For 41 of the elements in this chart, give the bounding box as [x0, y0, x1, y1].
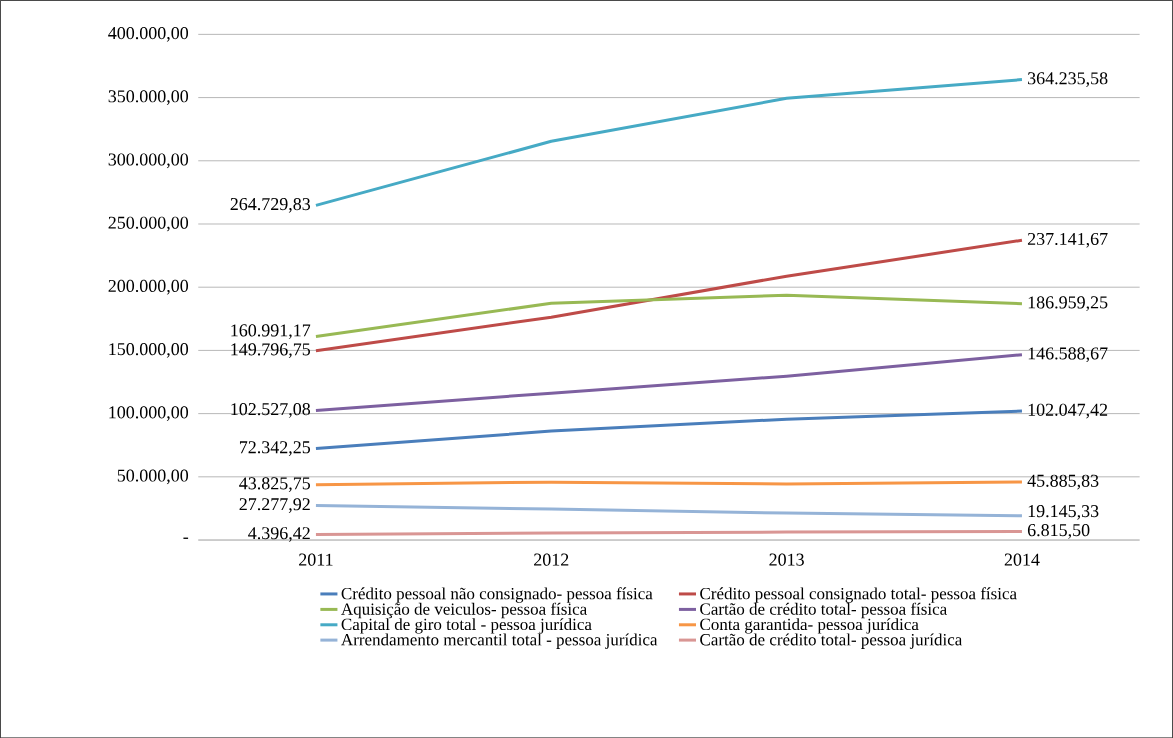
- x-tick-label: 2011: [299, 553, 333, 566]
- data-label: 19.145,33: [1028, 504, 1099, 520]
- data-label: 43.825,75: [239, 477, 311, 492]
- data-label: 4.396,42: [248, 527, 310, 542]
- x-tick-label: 2013: [769, 553, 804, 566]
- y-tick-label: 300.000,00: [108, 153, 189, 169]
- data-label: 160.991,17: [231, 324, 311, 339]
- legend-label: Crédito pessoal não consignado- pessoa física: [341, 587, 653, 603]
- data-label: 364.235,58: [1028, 72, 1108, 87]
- data-label: 6.815,50: [1027, 523, 1090, 539]
- y-tick-label: 350.000,00: [108, 90, 189, 105]
- line-series: [314, 409, 1024, 450]
- y-tick-label: -: [183, 537, 189, 539]
- x-tick-label: 2012: [534, 553, 569, 566]
- legend-label: Cartão de crédito total- pessoa jurídica: [700, 633, 963, 649]
- data-label: 102.527,08: [231, 402, 311, 418]
- data-label: 45.885,83: [1027, 474, 1099, 490]
- line-series: [314, 503, 1024, 518]
- data-label: 102.047,42: [1028, 403, 1108, 419]
- legend-label: Crédito pessoal consignado total- pessoa física: [700, 587, 1017, 603]
- line-series: [314, 238, 1024, 353]
- legend-label: Arrendamento mercantil total - pessoa jurídica: [341, 633, 658, 649]
- line-series: [314, 293, 1024, 338]
- data-label: 146.588,67: [1028, 347, 1108, 362]
- data-label: 264.729,83: [230, 197, 311, 213]
- y-tick-label: 100.000,00: [109, 406, 189, 421]
- data-label: 237.141,67: [1027, 232, 1108, 248]
- line-series: [314, 353, 1024, 412]
- y-tick-label: 200.000,00: [108, 279, 189, 295]
- data-label: 149.796,75: [231, 343, 311, 358]
- line-series: [314, 77, 1024, 207]
- y-tick-label: 250.000,00: [108, 216, 189, 232]
- data-label: 27.277,92: [239, 498, 310, 513]
- data-label: 72.342,25: [239, 441, 311, 456]
- y-tick-label: 400.000,00: [108, 26, 189, 42]
- legend-label: Cartão de crédito total- pessoa física: [700, 602, 947, 619]
- y-tick-label: 150.000,00: [109, 342, 189, 358]
- legend-label: Aquisição de veiculos- pessoa física: [341, 602, 587, 619]
- y-tick-label: 50.000,00: [117, 469, 189, 485]
- x-tick-label: 2014: [1004, 553, 1040, 566]
- data-label: 186.959,25: [1028, 296, 1108, 311]
